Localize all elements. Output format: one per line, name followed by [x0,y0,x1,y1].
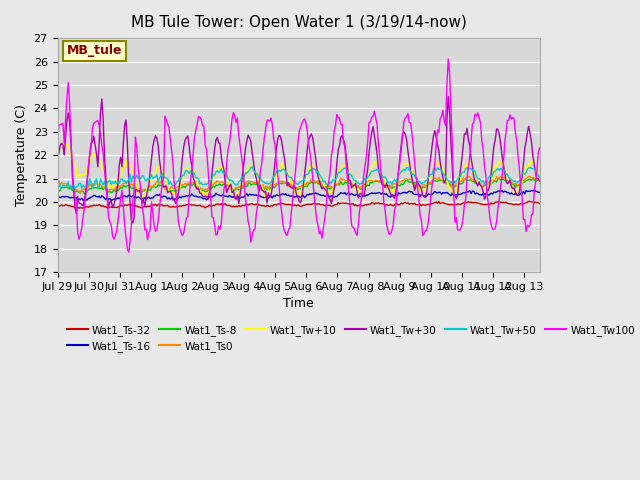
Wat1_Tw100 [113,228,120,234]
Wat1_Tw+30 [215,140,223,146]
Wat1_Tw+50 [198,182,206,188]
X-axis label: Time: Time [283,298,314,311]
Wat1_Ts-16 [223,193,230,199]
Wat1_Tw+10 [54,150,61,156]
Wat1_Tw100 [536,145,543,151]
Wat1_Ts0 [510,181,518,187]
Wat1_Ts-32 [510,202,518,207]
Wat1_Ts-16 [531,187,538,193]
Wat1_Ts-32 [223,203,230,208]
Wat1_Tw+10 [198,190,206,195]
Wat1_Tw+50 [66,186,74,192]
Wat1_Tw+10 [114,175,122,180]
Wat1_Tw+30 [444,94,452,99]
Wat1_Ts-16 [215,192,223,198]
Wat1_Ts-16 [536,190,543,195]
Wat1_Tw100 [54,140,61,146]
Line: Wat1_Tw100: Wat1_Tw100 [58,59,540,252]
Line: Wat1_Ts-16: Wat1_Ts-16 [58,190,540,201]
Wat1_Tw+50 [223,172,230,178]
Wat1_Tw100 [444,56,452,62]
Line: Wat1_Tw+50: Wat1_Tw+50 [58,167,540,189]
Wat1_Tw+10 [511,188,519,193]
Wat1_Tw+30 [223,190,230,195]
Wat1_Tw+30 [511,189,519,195]
Wat1_Tw100 [125,250,132,255]
Wat1_Ts-16 [114,195,122,201]
Wat1_Ts-8 [266,186,273,192]
Legend: Wat1_Ts-32, Wat1_Ts-16, Wat1_Ts-8, Wat1_Ts0, Wat1_Tw+10, Wat1_Tw+30, Wat1_Tw+50,: Wat1_Ts-32, Wat1_Ts-16, Wat1_Ts-8, Wat1_… [63,321,639,356]
Wat1_Ts-8 [529,175,537,181]
Wat1_Ts-16 [54,195,61,201]
Wat1_Tw+10 [232,194,240,200]
Wat1_Ts-8 [215,182,223,188]
Wat1_Ts-8 [198,188,206,193]
Wat1_Tw+30 [54,158,61,164]
Wat1_Ts-32 [215,201,223,207]
Wat1_Ts-32 [114,204,122,210]
Wat1_Ts0 [54,184,61,190]
Wat1_Ts0 [536,178,543,184]
Wat1_Ts-32 [525,199,532,204]
Wat1_Tw+30 [266,194,273,200]
Line: Wat1_Tw+10: Wat1_Tw+10 [58,143,540,197]
Wat1_Ts-16 [510,192,518,197]
Wat1_Tw+50 [248,164,256,169]
Wat1_Tw+30 [536,178,543,184]
Line: Wat1_Tw+30: Wat1_Tw+30 [58,96,540,223]
Wat1_Ts-32 [536,201,543,206]
Wat1_Tw+50 [267,180,275,185]
Wat1_Ts0 [215,179,223,185]
Wat1_Tw+50 [536,174,543,180]
Wat1_Tw100 [511,130,519,135]
Wat1_Tw+10 [223,174,230,180]
Line: Wat1_Ts-8: Wat1_Ts-8 [58,178,540,193]
Wat1_Tw+50 [54,185,61,191]
Wat1_Ts-8 [510,181,518,187]
Wat1_Ts-8 [223,183,230,189]
Wat1_Ts-8 [536,178,543,184]
Wat1_Ts0 [114,186,122,192]
Wat1_Ts-8 [54,187,61,193]
Wat1_Ts-8 [114,188,122,194]
Wat1_Tw100 [215,223,223,229]
Wat1_Tw+10 [536,174,543,180]
Text: MB_tule: MB_tule [67,45,123,58]
Line: Wat1_Ts0: Wat1_Ts0 [58,176,540,193]
Wat1_Ts-32 [266,204,273,210]
Wat1_Ts-32 [79,205,87,211]
Wat1_Ts0 [223,183,230,189]
Wat1_Ts-8 [81,191,88,196]
Wat1_Tw+10 [215,165,223,170]
Wat1_Tw+50 [215,169,223,175]
Wat1_Tw100 [198,122,206,128]
Wat1_Ts0 [526,173,534,179]
Wat1_Ts-16 [266,194,273,200]
Wat1_Tw+50 [511,178,519,184]
Wat1_Ts0 [198,186,206,192]
Y-axis label: Temperature (C): Temperature (C) [15,104,28,206]
Wat1_Tw+30 [129,220,136,226]
Wat1_Tw100 [223,161,230,167]
Wat1_Tw+10 [59,140,67,146]
Wat1_Ts-16 [108,198,115,204]
Wat1_Tw+30 [113,189,120,195]
Wat1_Tw+50 [114,180,122,185]
Wat1_Tw100 [266,118,273,124]
Wat1_Tw+30 [198,193,206,199]
Wat1_Ts0 [266,184,273,190]
Wat1_Tw+10 [267,188,275,194]
Line: Wat1_Ts-32: Wat1_Ts-32 [58,202,540,208]
Wat1_Ts-16 [198,195,206,201]
Wat1_Ts-32 [198,204,206,209]
Wat1_Ts0 [77,191,84,196]
Title: MB Tule Tower: Open Water 1 (3/19/14-now): MB Tule Tower: Open Water 1 (3/19/14-now… [131,15,467,30]
Wat1_Ts-32 [54,204,61,209]
